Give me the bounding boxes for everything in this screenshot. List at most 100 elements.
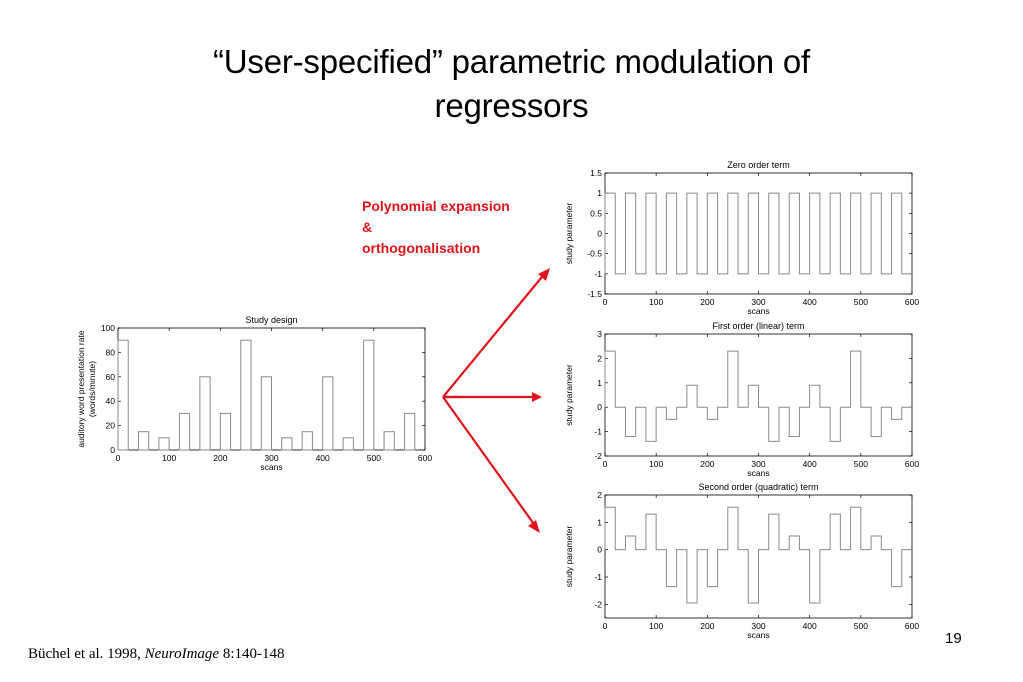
page-number: 19 [945,630,962,647]
data-bar [158,437,170,451]
arrowhead-first-order [532,392,542,402]
data-line [604,192,912,275]
y-tick-label: -1 [594,572,602,582]
y-tick-label: -1 [594,269,602,279]
y-tick-label: 0 [110,445,115,455]
arrowhead-zero-order [538,268,550,281]
y-tick-label: -0.5 [587,249,602,259]
x-tick-label: 400 [803,297,817,307]
x-tick-label: 300 [751,459,765,469]
chart-title: Zero order term [727,160,790,170]
x-tick-label: 500 [854,459,868,469]
x-tick-label: 100 [649,297,663,307]
x-tick-label: 500 [854,621,868,631]
chart-2: First order (linear) term 0 100 200 300 400 50… [564,321,919,478]
x-tick-label: 200 [700,621,714,631]
x-tick-label: 100 [649,621,663,631]
data-bar [322,376,334,451]
data-bar [117,339,129,451]
x-tick-label: 400 [803,459,817,469]
x-tick-label: 200 [700,459,714,469]
x-tick-label: 600 [905,297,919,307]
y-axis-label-line-1: auditory word presentation rate [76,330,86,447]
y-tick-label: 2 [597,490,602,500]
data-bar [240,339,252,451]
y-tick-label: 3 [597,329,602,339]
arrow-to-zero-order [442,271,547,398]
data-line [604,506,912,604]
data-line [604,350,912,442]
x-tick-label: 100 [162,453,176,463]
y-tick-label: 0 [597,402,602,412]
data-bar [137,431,150,451]
x-tick-label: 500 [367,453,381,463]
y-tick-label: -2 [594,599,602,609]
slide-title-line-1: “User-specified” parametric modulation o… [212,43,811,80]
y-tick-label: 1 [597,517,602,527]
x-axis-label: scans [747,630,769,640]
x-tick-label: 300 [751,621,765,631]
x-tick-label: 200 [213,453,227,463]
chart-title: First order (linear) term [712,321,804,331]
y-axis-label-line-2: (words/minute) [87,361,97,417]
citation-journal: NeuroImage [144,646,220,662]
y-tick-label: 1 [597,378,602,388]
y-tick-label: -2 [594,451,602,461]
data-bar [301,431,313,451]
x-tick-label: 0 [603,459,608,469]
data-bar [383,431,395,451]
chart-3: Second order (quadratic) term 0 100 200 300 4… [564,482,919,640]
citation-authors: Büchel et al. 1998, [28,646,145,662]
x-tick-label: 500 [854,297,868,307]
data-bar [260,376,272,451]
data-bar [178,412,191,451]
y-tick-label: 1.5 [590,168,602,178]
y-tick-label: 60 [106,372,116,382]
arrow-group [442,268,550,533]
y-axis-label: study parameter [564,526,574,588]
y-tick-label: -1 [594,427,602,437]
y-tick-label: -1.5 [587,289,602,299]
x-tick-label: 200 [700,297,714,307]
chart-1: Zero order term 0 100 200 300 400 500 600 scans -… [564,160,919,316]
expansion-annotation: Polynomial expansion & orthogonalisation [362,196,510,259]
annotation-line-3: orthogonalisation [362,240,481,256]
annotation-line-1: Polynomial expansion [362,198,510,214]
chart-0: Study design 0 100 200 300 400 500 600 scans 0 20 4… [76,315,432,472]
citation-volume: 8:140-148 [219,646,285,662]
slide-title: “User-specified” parametric modulation o… [0,40,1023,128]
y-axis-label: study parameter [564,203,574,265]
y-tick-label: 0.5 [590,208,602,218]
data-bar [363,339,375,451]
data-bar [199,376,211,451]
x-tick-label: 400 [803,621,817,631]
data-bar [219,412,232,451]
x-axis-label: scans [260,462,282,472]
x-tick-label: 300 [264,453,278,463]
data-bar [281,437,293,451]
y-tick-label: 20 [106,421,116,431]
y-tick-label: 40 [106,396,116,406]
x-tick-label: 0 [116,453,121,463]
x-tick-label: 600 [905,621,919,631]
data-bar [404,412,416,451]
citation: Büchel et al. 1998, NeuroImage 8:140-148 [28,646,285,663]
y-axis-label: study parameter [564,364,574,426]
chart-title: Second order (quadratic) term [698,482,818,492]
x-tick-label: 100 [649,459,663,469]
y-tick-label: 0 [597,229,602,239]
y-tick-label: 1 [597,188,602,198]
x-tick-label: 0 [603,621,608,631]
x-tick-label: 400 [316,453,330,463]
x-tick-label: 300 [751,297,765,307]
x-tick-label: 600 [905,459,919,469]
x-tick-label: 0 [603,297,608,307]
x-tick-label: 600 [418,453,432,463]
y-tick-label: 2 [597,353,602,363]
arrow-to-second-order [442,396,537,528]
arrowhead-second-order [528,520,540,533]
data-bar [342,437,354,451]
y-tick-label: 0 [597,545,602,555]
slide-title-line-2: regressors [434,87,589,124]
